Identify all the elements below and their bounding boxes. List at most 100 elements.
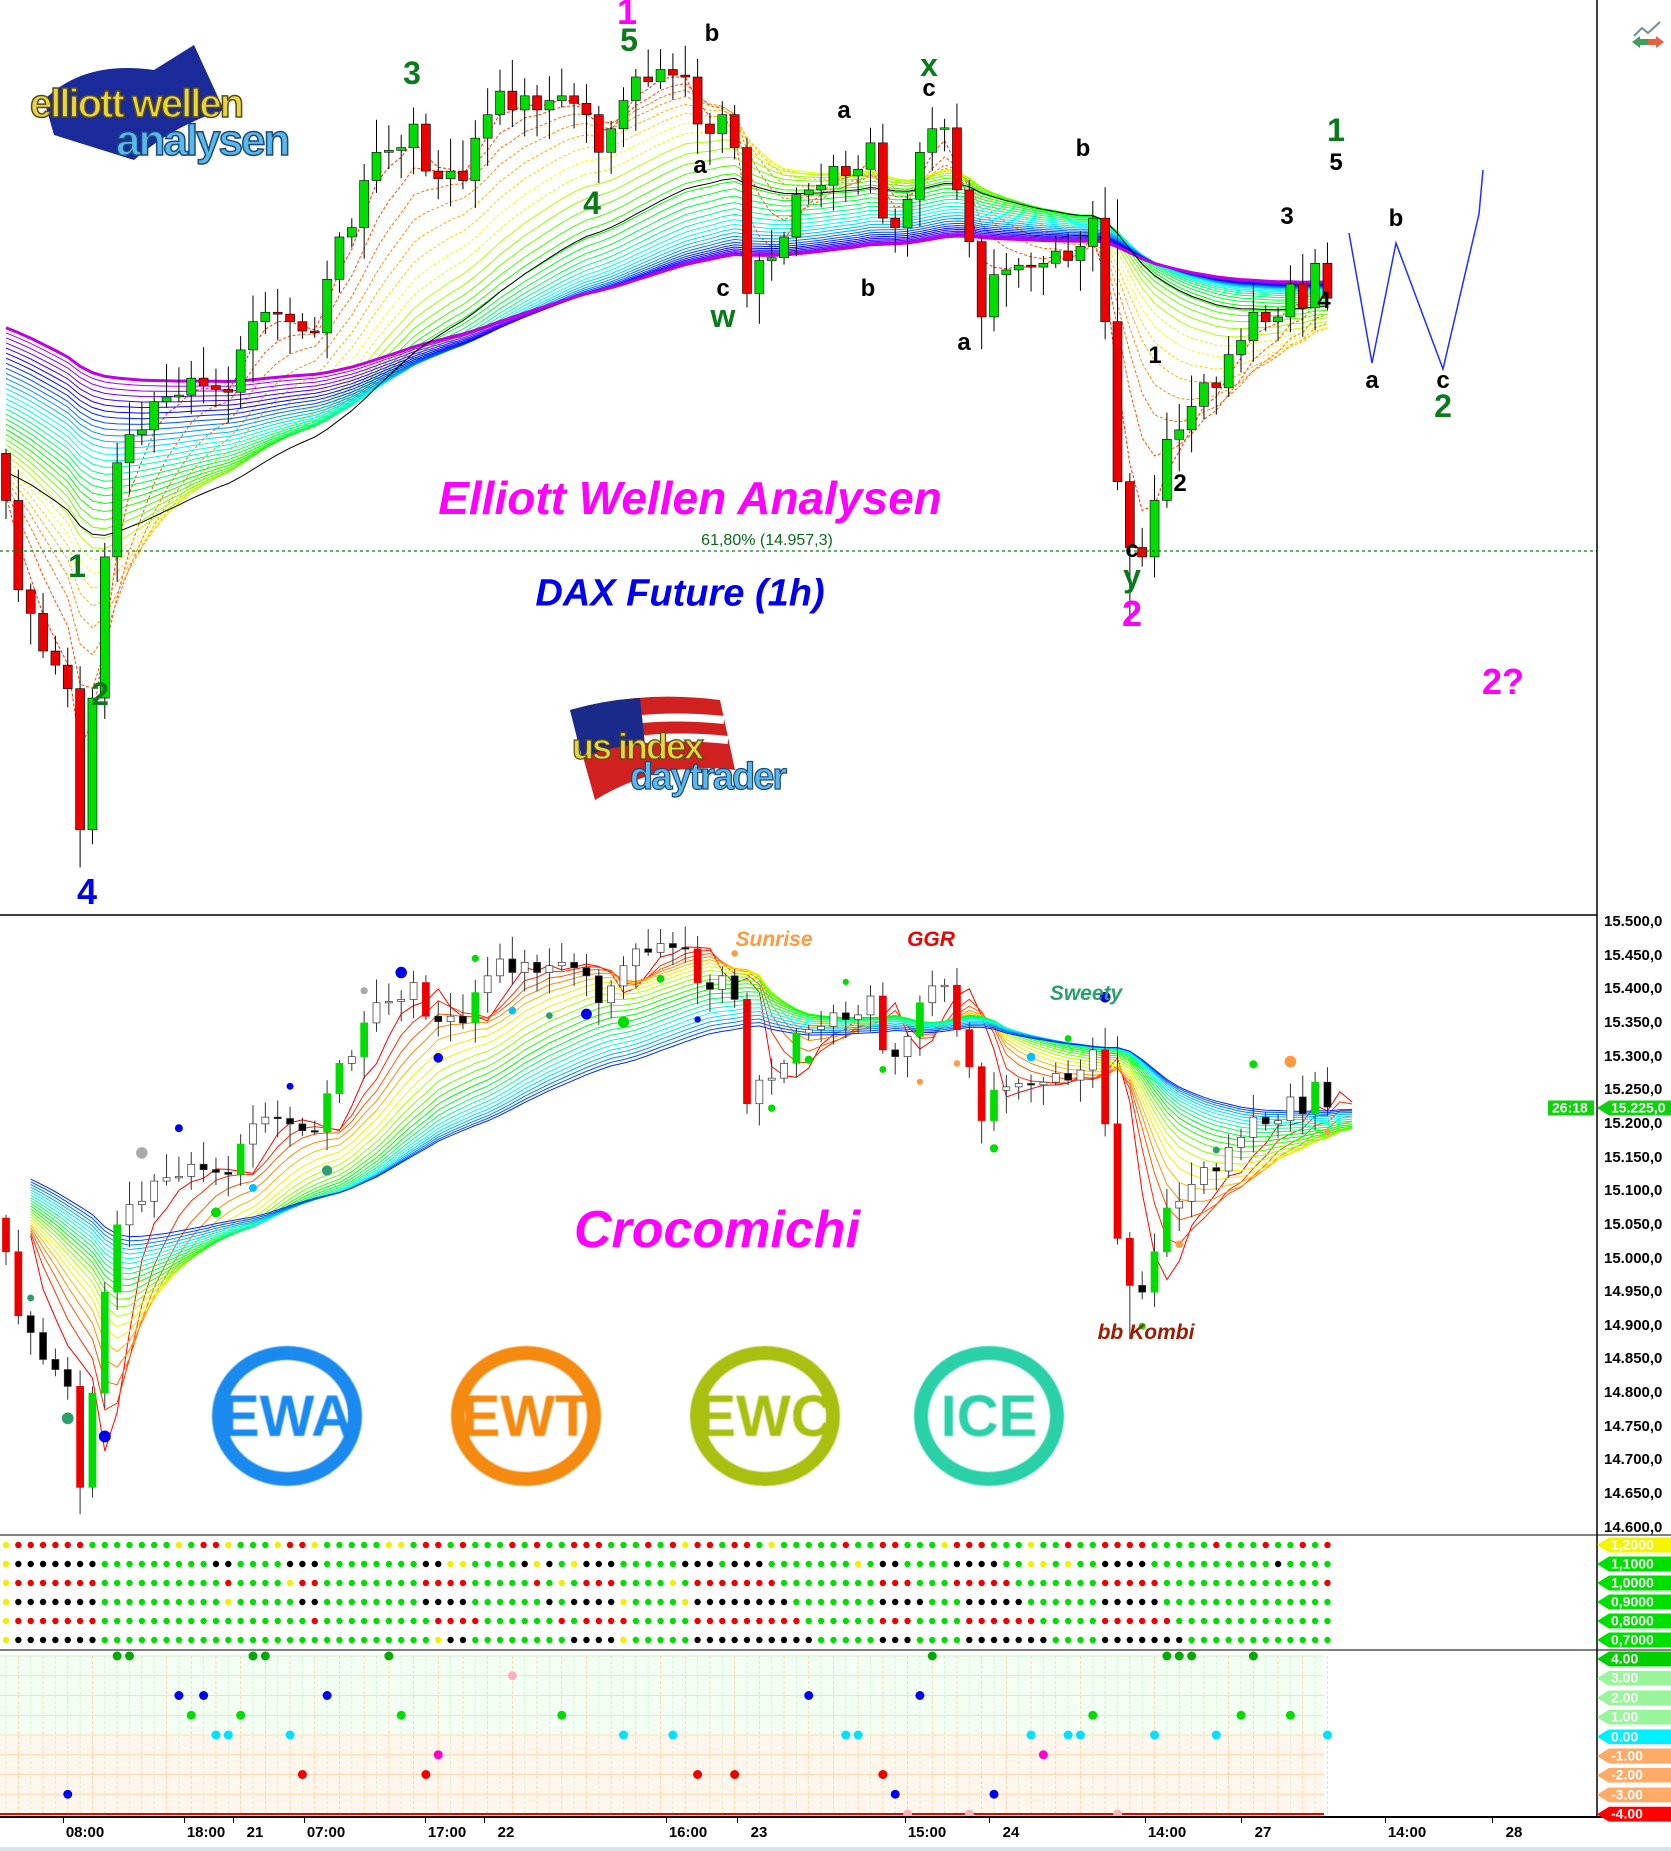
indicator-dot [1236, 1710, 1246, 1720]
candle-body [1, 453, 11, 501]
matrix-dot [15, 1579, 22, 1587]
candle-body [297, 321, 308, 332]
matrix-dot [472, 1541, 479, 1549]
candle-body [360, 1022, 368, 1057]
matrix-dot [447, 1598, 454, 1606]
matrix-dot [1250, 1560, 1257, 1568]
indicator-dot [248, 1651, 258, 1661]
matrix-dot [632, 1598, 640, 1606]
matrix-dot [1003, 1541, 1010, 1549]
matrix-dot [1200, 1617, 1208, 1625]
matrix-dot [694, 1617, 701, 1625]
candle-body [1285, 283, 1296, 318]
candle-body [100, 556, 110, 699]
candle-body [829, 1012, 838, 1027]
matrix-dot [1077, 1560, 1084, 1568]
indicator-dot [433, 1750, 443, 1760]
matrix-dot [546, 1560, 553, 1568]
matrix-dot [323, 1560, 331, 1568]
matrix-dot [1151, 1636, 1158, 1644]
candle-body [1248, 311, 1259, 341]
matrix-dot [731, 1636, 738, 1644]
matrix-dot [64, 1636, 71, 1644]
price-tick-label: 14.600,0 [1604, 1518, 1663, 1536]
matrix-dot [89, 1560, 96, 1568]
candle-body [211, 385, 221, 390]
candle-body [866, 995, 875, 1016]
signal-dot [508, 1006, 517, 1015]
logo-text-3: us index [571, 725, 704, 767]
candle-body [668, 69, 678, 76]
matrix-dot [558, 1617, 565, 1625]
candle-body [174, 394, 184, 398]
matrix-dot [682, 1598, 689, 1606]
matrix-dot [1052, 1541, 1059, 1549]
matrix-dot [1188, 1636, 1195, 1644]
matrix-dot [52, 1541, 59, 1549]
eu-flag-icon [44, 45, 224, 160]
matrix-dot [262, 1617, 269, 1625]
candle-body [766, 257, 777, 261]
matrix-dot [793, 1617, 800, 1625]
matrix-dot [496, 1541, 504, 1549]
matrix-dot [1311, 1560, 1319, 1568]
matrix-dot [348, 1579, 355, 1587]
matrix-dot [719, 1560, 726, 1568]
matrix-dot [1262, 1541, 1269, 1549]
indicator-dot [174, 1691, 184, 1700]
matrix-dot [1089, 1617, 1097, 1625]
matrix-dot [916, 1617, 924, 1625]
matrix-dot [1274, 1636, 1282, 1644]
matrix-dot [262, 1560, 269, 1568]
candle-body [1237, 1137, 1245, 1148]
matrix-dot [570, 1598, 578, 1606]
matrix-dot [39, 1598, 47, 1606]
matrix-dot [583, 1598, 590, 1606]
lower-signal-dots [27, 950, 1331, 1443]
matrix-dot [607, 1636, 615, 1644]
matrix-dot [1077, 1617, 1084, 1625]
matrix-dot [1126, 1541, 1134, 1549]
indicator-dot [199, 1691, 209, 1700]
matrix-dot [966, 1541, 973, 1549]
matrix-dot [1040, 1560, 1047, 1568]
candle-body [977, 1066, 986, 1121]
signal-dot [433, 1053, 444, 1063]
matrix-dot [669, 1636, 677, 1644]
matrix-dot [595, 1617, 602, 1625]
matrix-dot [2, 1541, 10, 1549]
matrix-dot [1064, 1541, 1072, 1549]
signal-dot [1099, 991, 1111, 1003]
matrix-dot [360, 1598, 368, 1606]
indicator-dot [1211, 1730, 1221, 1740]
candle-body [433, 170, 444, 179]
matrix-dot [52, 1560, 59, 1568]
matrix-dot [1262, 1636, 1269, 1644]
matrix-dot [496, 1636, 504, 1644]
matrix-dot [929, 1579, 936, 1587]
matrix-dot [410, 1617, 417, 1625]
wave-label: 4 [1317, 287, 1331, 314]
matrix-dot [509, 1579, 516, 1587]
time-tick [304, 1817, 305, 1823]
logo-text-1: elliott wellen [29, 81, 245, 127]
matrix-dot [188, 1579, 195, 1587]
matrix-dot [175, 1541, 183, 1549]
matrix-dot [286, 1598, 294, 1606]
chart-tools-icon[interactable] [1632, 21, 1664, 48]
matrix-dot [990, 1541, 998, 1549]
candle-body [1027, 1083, 1035, 1086]
candle-body [309, 330, 320, 334]
matrix-dot [1077, 1579, 1084, 1587]
candle-body [1310, 263, 1320, 308]
matrix-dot [595, 1541, 602, 1549]
matrix-dot [323, 1598, 331, 1606]
candle-body [323, 1093, 331, 1133]
matrix-dot [929, 1636, 936, 1644]
matrix-dot [731, 1617, 738, 1625]
matrix-dot [780, 1598, 788, 1606]
candle-body [138, 1200, 146, 1206]
matrix-dot [1287, 1560, 1294, 1568]
matrix-dot [1188, 1598, 1195, 1606]
matrix-dot [669, 1598, 677, 1606]
